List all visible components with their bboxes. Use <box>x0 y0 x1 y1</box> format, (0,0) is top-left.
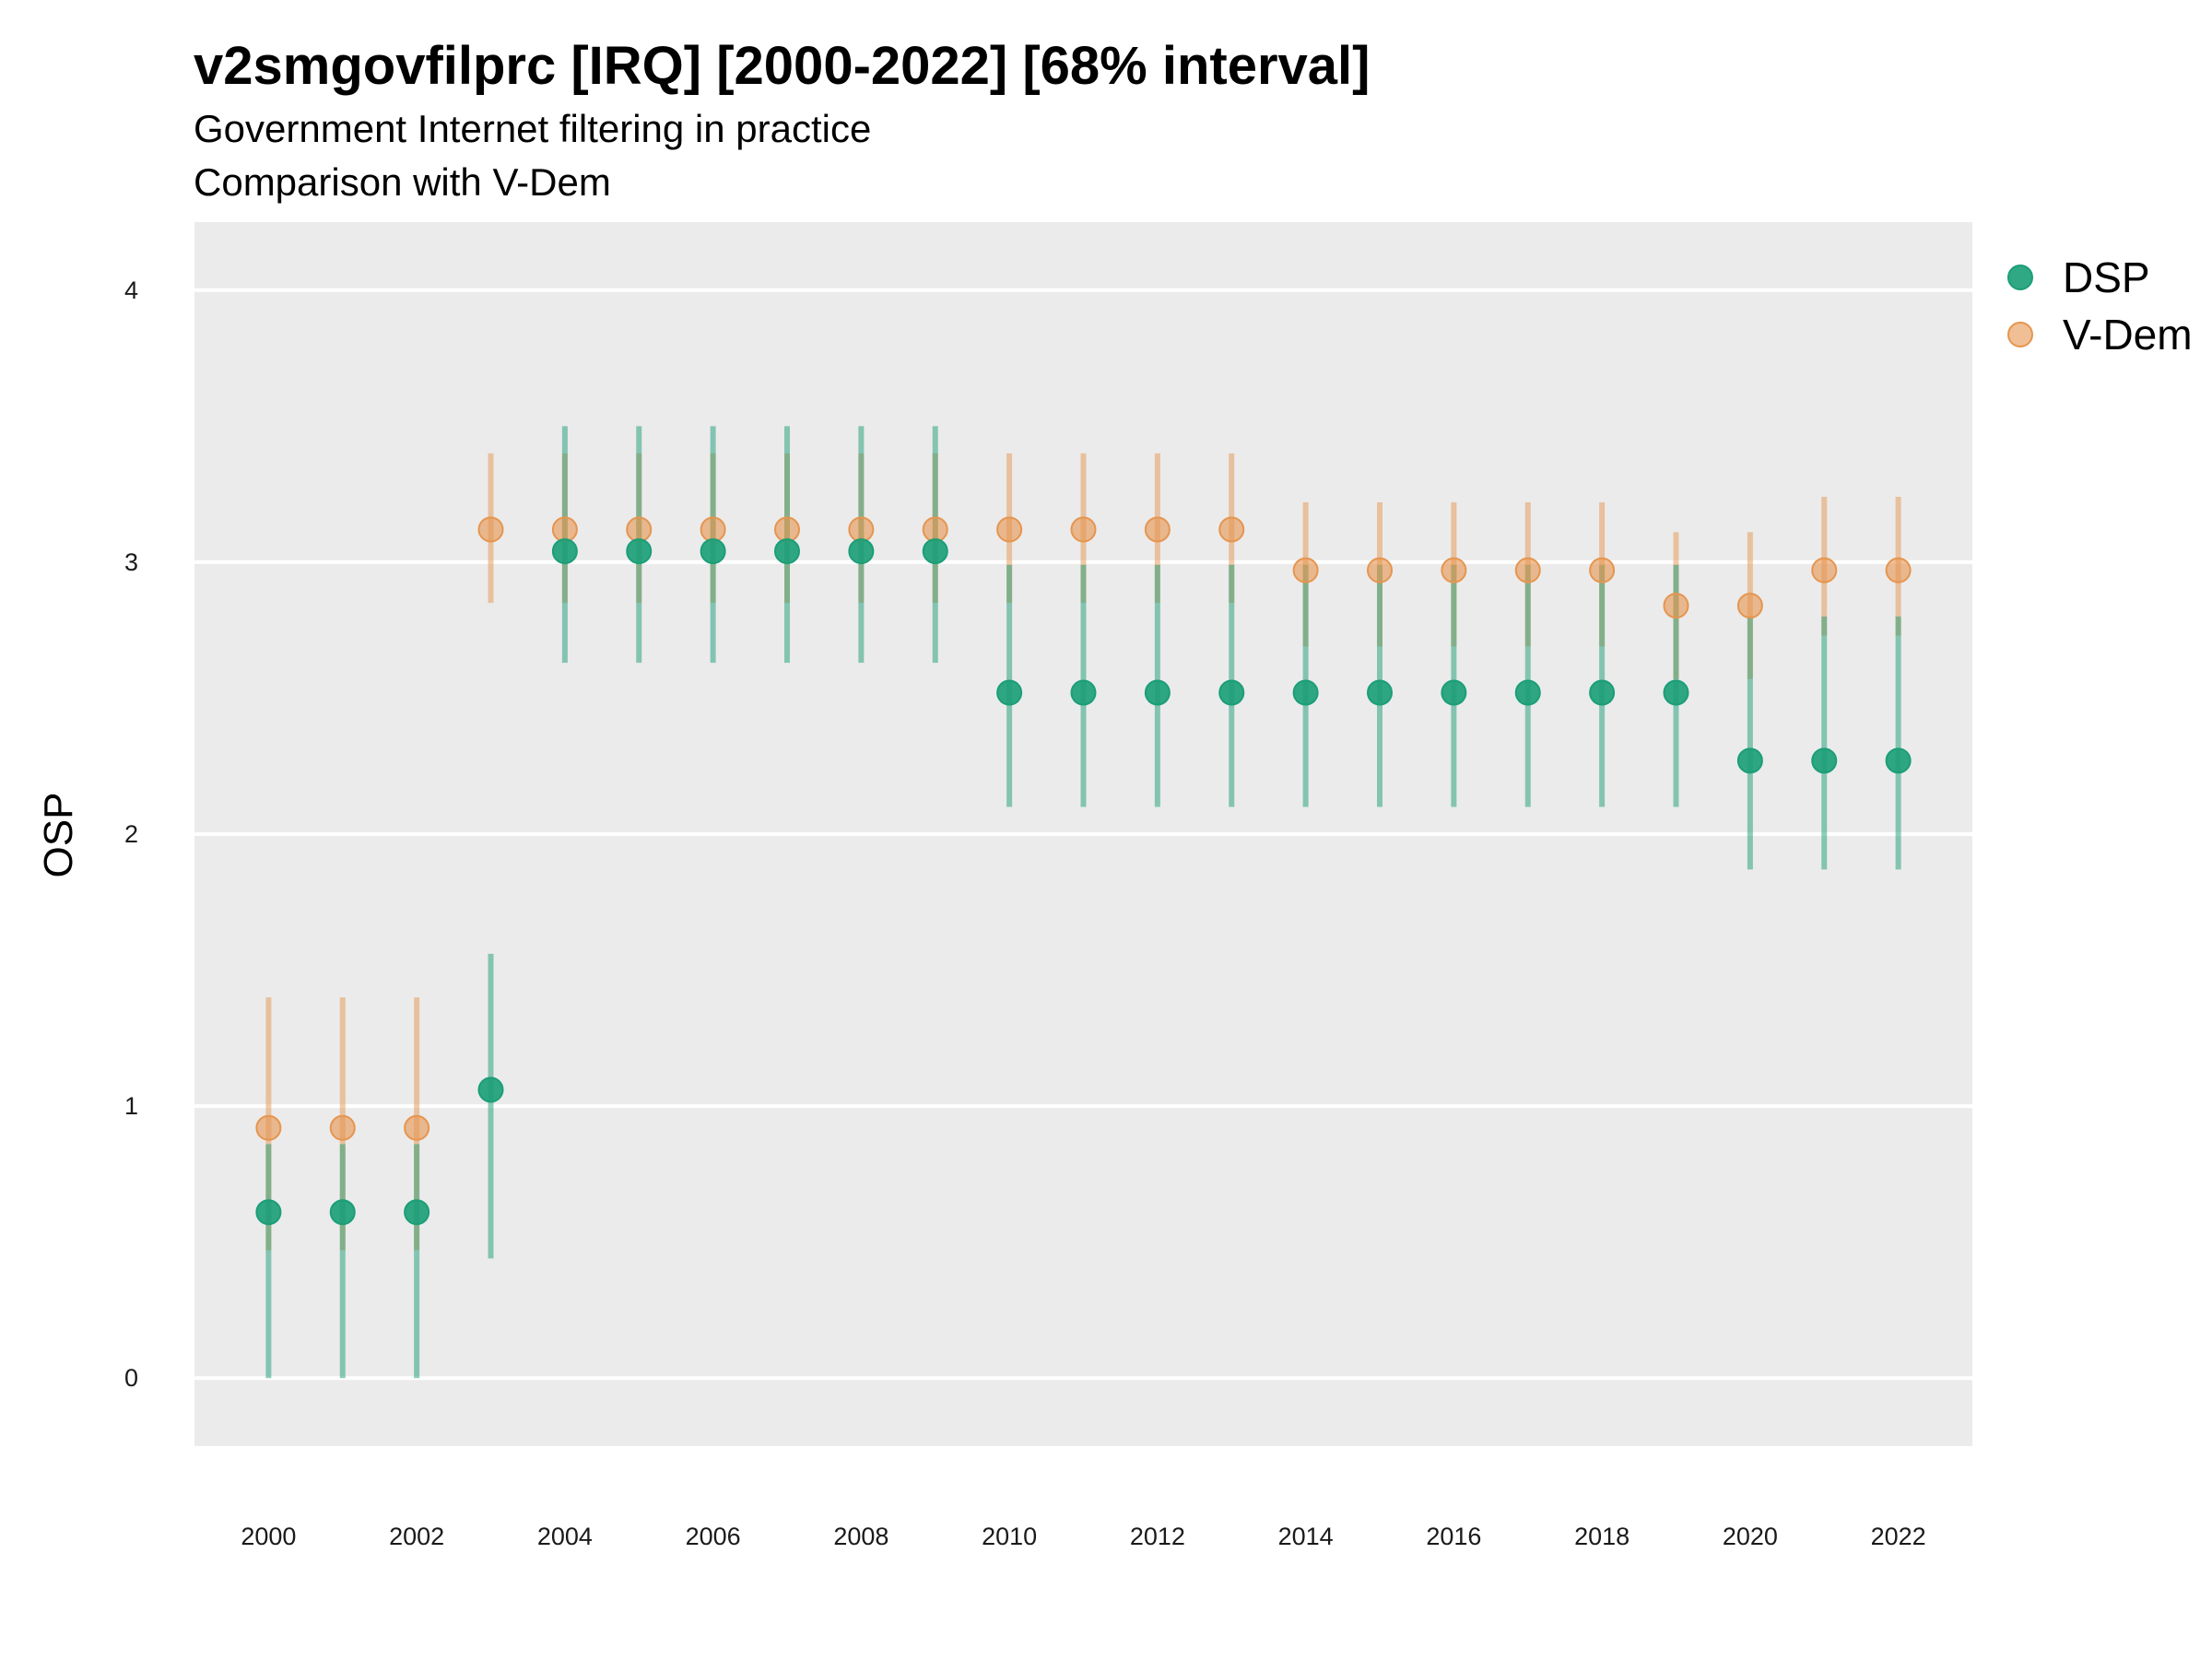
y-tick-label: 1 <box>124 1092 138 1120</box>
y-tick-label: 2 <box>124 820 138 848</box>
chart-subtitle-line-2: Comparison with V-Dem <box>194 160 611 204</box>
v-dem-point <box>1663 593 1689 619</box>
v-dem-point <box>1441 557 1467 583</box>
x-tick-label: 2020 <box>1723 1523 1778 1550</box>
legend-label: DSP <box>2063 253 2150 301</box>
v-dem-point <box>700 516 726 543</box>
v-dem-point <box>626 516 653 543</box>
dsp-point <box>700 538 726 565</box>
v-dem-point <box>1070 516 1097 543</box>
y-tick-labels: 0 1 2 3 4 <box>124 276 138 1392</box>
dsp-point <box>551 538 578 565</box>
v-dem-point <box>1811 557 1838 583</box>
dsp-point <box>1514 679 1541 706</box>
v-dem-point <box>329 1114 356 1141</box>
chart-subtitle-line-1: Government Internet filtering in practic… <box>194 107 872 150</box>
x-tick-label: 2012 <box>1130 1523 1185 1550</box>
dsp-point <box>1736 747 1763 774</box>
v-dem-point <box>1292 557 1319 583</box>
x-tick-label: 2016 <box>1426 1523 1481 1550</box>
v-dem-point <box>404 1114 430 1141</box>
dsp-point <box>404 1199 430 1226</box>
dsp-point <box>1070 679 1097 706</box>
legend: DSP V-Dem <box>2007 253 2193 359</box>
dsp-point <box>477 1077 504 1103</box>
v-dem-point <box>1885 557 1912 583</box>
dsp-point <box>1663 679 1689 706</box>
chart-title: v2smgovfilprc [IRQ] [2000-2022] [68% int… <box>194 36 1371 96</box>
dsp-point <box>996 679 1023 706</box>
v-dem-point <box>1514 557 1541 583</box>
dsp-point <box>1589 679 1616 706</box>
dsp-point <box>626 538 653 565</box>
x-tick-label: 2008 <box>833 1523 888 1550</box>
v-dem-point <box>477 516 504 543</box>
v-dem-point <box>1218 516 1245 543</box>
dsp-point <box>774 538 800 565</box>
v-dem-point <box>1589 557 1616 583</box>
x-tick-labels: 2000 2002 2004 2006 2008 2010 2012 2014 2016 2018… <box>241 1523 1925 1550</box>
data-marks <box>255 426 1912 1379</box>
dsp-point <box>1441 679 1467 706</box>
legend-swatch <box>2007 322 2033 347</box>
dsp-point <box>1292 679 1319 706</box>
v-dem-point <box>1736 593 1763 619</box>
x-tick-label: 2006 <box>686 1523 741 1550</box>
x-tick-label: 2000 <box>241 1523 296 1550</box>
legend-label: V-Dem <box>2063 311 2193 359</box>
y-tick-label: 3 <box>124 548 138 576</box>
v-dem-point <box>255 1114 282 1141</box>
legend-swatch <box>2007 265 2033 290</box>
y-tick-label: 0 <box>124 1364 138 1392</box>
dsp-point <box>848 538 875 565</box>
dsp-point <box>1885 747 1912 774</box>
v-dem-point <box>922 516 948 543</box>
x-tick-label: 2022 <box>1871 1523 1926 1550</box>
dsp-point <box>1367 679 1393 706</box>
x-tick-label: 2002 <box>389 1523 444 1550</box>
dsp-point <box>1811 747 1838 774</box>
x-tick-label: 2010 <box>982 1523 1037 1550</box>
y-axis-label: OSP <box>36 793 81 878</box>
x-tick-label: 2018 <box>1574 1523 1630 1550</box>
x-tick-label: 2014 <box>1278 1523 1334 1550</box>
dsp-point <box>329 1199 356 1226</box>
dsp-point <box>255 1199 282 1226</box>
v-dem-point <box>996 516 1023 543</box>
dsp-point <box>1218 679 1245 706</box>
dsp-point <box>1144 679 1171 706</box>
y-tick-label: 4 <box>124 276 138 304</box>
v-dem-point <box>1144 516 1171 543</box>
dsp-point <box>922 538 948 565</box>
v-dem-point <box>848 516 875 543</box>
x-tick-label: 2004 <box>537 1523 593 1550</box>
v-dem-point <box>551 516 578 543</box>
v-dem-point <box>774 516 800 543</box>
v-dem-point <box>1367 557 1393 583</box>
